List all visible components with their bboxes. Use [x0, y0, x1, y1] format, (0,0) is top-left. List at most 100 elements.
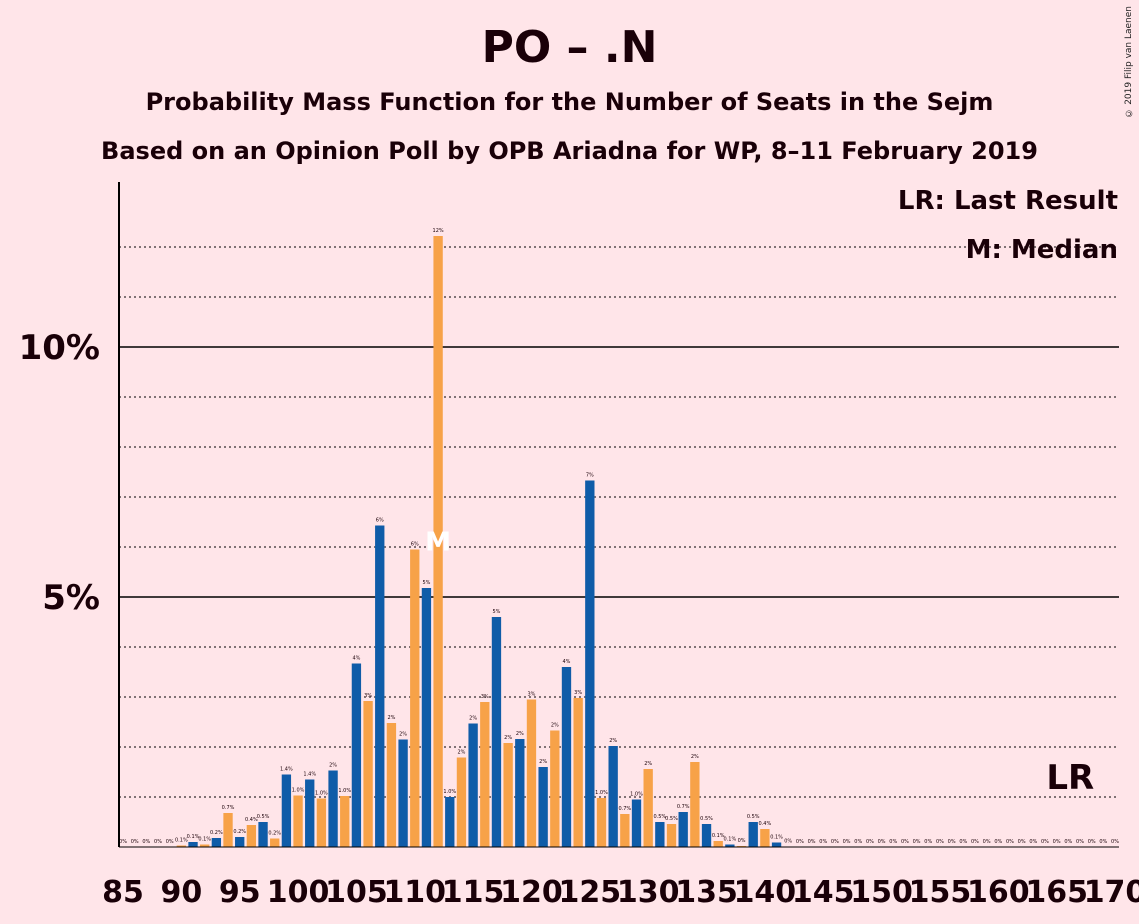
bar — [690, 762, 700, 847]
x-tick-label: 135 — [675, 875, 738, 910]
bar-value-label: 0% — [131, 839, 139, 845]
bar-value-label: 2% — [609, 738, 617, 744]
bar — [211, 838, 222, 847]
bar-value-label: 0% — [924, 839, 932, 845]
bar-value-label: 0% — [994, 839, 1002, 845]
bar-value-label: 2% — [469, 716, 477, 722]
y-tick-labels: 5% 10% — [19, 328, 100, 618]
bar-value-label: 0.5% — [665, 816, 678, 822]
x-tick-label: 130 — [617, 875, 680, 910]
bar-value-label: 1.0% — [595, 790, 608, 796]
bar-value-label: 4% — [352, 656, 360, 662]
bar-value-label: 0% — [901, 839, 909, 845]
last-result-marker: LR — [1046, 758, 1094, 798]
x-tick-label: 115 — [442, 875, 505, 910]
bar-value-label: 12% — [433, 228, 444, 234]
bar — [281, 774, 292, 847]
bar-value-label: 0% — [936, 839, 944, 845]
bar-value-label: 0% — [119, 839, 127, 845]
bar — [725, 844, 735, 847]
bar — [305, 779, 315, 847]
bar-value-label: 0% — [142, 839, 150, 845]
bar-value-label: 0% — [808, 839, 816, 845]
bar-value-label: 1.0% — [338, 788, 351, 794]
x-tick-label: 95 — [219, 875, 261, 910]
bar-value-label: 0% — [913, 839, 921, 845]
bar — [223, 813, 233, 847]
bar-value-label: 0.1% — [175, 838, 188, 844]
grid-lines — [119, 246, 1119, 798]
median-marker: M — [425, 528, 451, 558]
bar-value-label: 1.0% — [443, 789, 456, 795]
bar-value-label: 2% — [329, 763, 337, 769]
bar-value-label: 2% — [457, 750, 465, 756]
bar-value-label: 2% — [691, 754, 699, 760]
bar — [410, 549, 420, 847]
bar-value-label: 0% — [1099, 839, 1107, 845]
bar — [200, 844, 210, 847]
bar — [363, 701, 373, 847]
legend-median: M: Median — [966, 235, 1118, 265]
bar-value-label: 0% — [889, 839, 897, 845]
bar-value-label: 6% — [376, 518, 384, 524]
bar — [748, 822, 758, 847]
bar-value-label: 2% — [516, 731, 524, 737]
bar — [701, 824, 712, 847]
bar — [468, 723, 478, 847]
bar-value-label: 0% — [796, 839, 804, 845]
x-tick-labels: 85 90 95 1001051101151201251301351401451501… — [102, 875, 1139, 910]
bar — [351, 663, 362, 847]
bar-value-label: 5% — [492, 609, 500, 615]
bar-value-label: 0.1% — [770, 835, 783, 841]
bar — [398, 739, 408, 847]
bar-value-label: 0% — [866, 839, 874, 845]
bar — [573, 698, 583, 847]
x-tick-label: 120 — [500, 875, 563, 910]
bar — [608, 746, 618, 847]
bar-value-label: 5% — [422, 580, 430, 586]
bar — [270, 838, 280, 847]
bar-value-label: 0% — [1076, 839, 1084, 845]
x-tick-label: 170 — [1084, 875, 1139, 910]
x-tick-label: 140 — [734, 875, 797, 910]
bar — [293, 795, 303, 847]
x-tick-label: 110 — [383, 875, 446, 910]
bar — [235, 837, 245, 847]
bar-value-label: 2% — [539, 759, 547, 765]
bar — [550, 730, 560, 847]
bar-value-label: 0.5% — [700, 816, 713, 822]
bar-value-label: 0.7% — [618, 806, 631, 812]
bar-value-label: 3% — [481, 694, 489, 700]
chart-source: Based on an Opinion Poll by OPB Ariadna … — [101, 137, 1038, 165]
bar — [246, 825, 257, 847]
bar-value-label: 0% — [843, 839, 851, 845]
chart-subtitle: Probability Mass Function for the Number… — [145, 88, 994, 116]
bar-value-label: 0.2% — [210, 830, 223, 836]
bar — [666, 824, 677, 847]
bar-value-label: 0% — [948, 839, 956, 845]
x-tick-label: 150 — [850, 875, 913, 910]
bar — [631, 799, 642, 847]
bar-value-label: 0% — [1041, 839, 1049, 845]
bar — [515, 739, 525, 847]
bar-value-label: 0% — [831, 839, 839, 845]
chart-title: PO – .N — [481, 22, 658, 73]
bar — [678, 812, 688, 847]
bar-value-label: 0% — [1088, 839, 1096, 845]
bar — [491, 617, 502, 847]
y-tick-label: 5% — [42, 578, 100, 618]
bar-value-label: 0.1% — [724, 837, 737, 843]
bar — [188, 842, 198, 847]
bar-value-label: 0% — [959, 839, 967, 845]
bar — [771, 842, 782, 847]
bar — [375, 525, 385, 847]
bar-value-label: 0.1% — [198, 837, 211, 843]
bar-value-label: 0% — [1029, 839, 1037, 845]
bar-value-label: 0.7% — [222, 805, 235, 811]
bar — [328, 770, 338, 847]
bar-value-label: 0% — [166, 839, 174, 845]
bar-value-labels: 0% 0% 0% 0% 0% 0.1%0.1%0.1%0.2%0.7%0.2%0.4%0.… — [119, 228, 1119, 845]
bar — [760, 829, 770, 847]
x-tick-label: 155 — [909, 875, 972, 910]
x-tick-label: 125 — [559, 875, 622, 910]
